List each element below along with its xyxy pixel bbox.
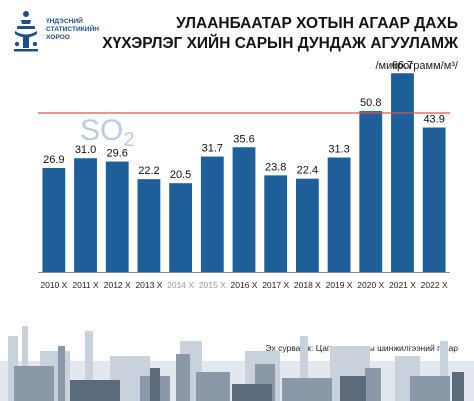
bar-2018-X [295,178,319,272]
chart-title-line-2: ХҮХЭРЛЭГ ХИЙН САРЫН ДУНДАЖ АГУУЛАМЖ [102,35,458,52]
x-tick-label: 2019 X [326,280,353,290]
bar-2011-X [74,158,97,272]
value-label: 66.7 [392,59,413,71]
x-tick-label: 2016 X [231,280,258,290]
x-tick-label: 2020 X [357,280,384,290]
value-label: 50.8 [360,97,381,109]
bar-2013-X [137,179,161,272]
org-name-line-3: ХОРОО [46,34,70,41]
value-label: 26.9 [43,154,64,166]
bar-2020-X [359,111,383,272]
x-tick-label: 2011 X [72,280,99,290]
value-label: 29.6 [107,148,128,160]
value-label: 43.9 [423,114,444,126]
value-label: 35.6 [233,133,254,145]
bar-2014-X [169,183,193,272]
bar-2012-X [105,161,129,272]
x-tick-label: 2014 X [167,280,194,290]
unit-label: /микрограмм/м³/ [375,60,458,72]
x-tick-label: 2013 X [135,280,162,290]
value-label: 31.7 [202,143,223,155]
x-tick-label: 2015 X [199,280,226,290]
bar-2019-X [327,157,351,272]
bar-2022-X [422,127,446,272]
org-name-line-1: ҮНДЭСНИЙ [46,18,83,25]
value-label: 23.8 [265,161,286,173]
x-tick-label: 2012 X [104,280,131,290]
x-tick-label: 2010 X [40,280,67,290]
value-label: 22.2 [138,165,159,177]
org-name-line-2: СТАТИСТИКИЙН [46,26,100,33]
emblem-icon [14,11,38,52]
value-label: 22.4 [297,165,318,177]
city-skyline-illustration [0,326,474,401]
x-tick-label: 2021 X [389,280,416,290]
org-name: ҮНДЭСНИЙ СТАТИСТИКИЙН ХОРОО [46,18,99,42]
bar-2016-X [232,147,256,272]
x-tick-label: 2022 X [421,280,448,290]
x-tick-label: 2018 X [294,280,321,290]
chart-title: УЛААНБААТАР ХОТЫН АГААР ДАХЬ ХҮХЭРЛЭГ ХИ… [102,14,458,54]
bar-2017-X [264,175,288,272]
bar-2021-X [391,73,414,272]
x-tick-label: 2017 X [262,280,289,290]
value-label: 31.0 [75,144,96,156]
chart-title-line-1: УЛААНБААТАР ХОТЫН АГААР ДАХЬ [176,15,458,32]
bar-2015-X [200,156,224,272]
org-logo: ҮНДЭСНИЙ СТАТИСТИКИЙН ХОРОО [8,8,158,54]
value-label: 31.3 [328,144,349,156]
bar-2010-X [42,167,66,272]
value-label: 20.5 [170,169,191,181]
